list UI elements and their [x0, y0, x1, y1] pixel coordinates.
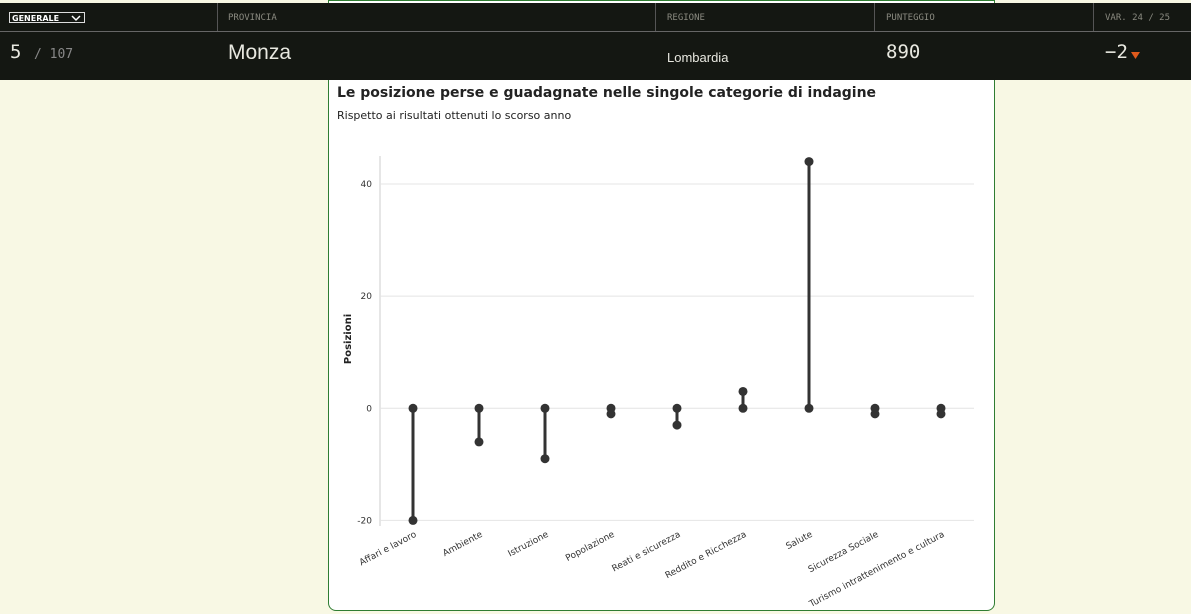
chevron[interactable]	[71, 14, 81, 22]
score: 890	[886, 41, 921, 63]
divider	[655, 3, 656, 31]
end-dot	[408, 515, 418, 525]
divider	[1093, 3, 1094, 31]
province: Monza	[228, 41, 292, 64]
rank: 5	[10, 41, 22, 63]
dropdown-value[interactable]: GENERALE	[12, 14, 60, 23]
column-label: PROVINCIA	[228, 13, 277, 23]
y-tick-label: 40	[361, 180, 373, 190]
end-dot	[870, 409, 880, 419]
column-label: VAR. 24 / 25	[1105, 13, 1171, 23]
divider	[217, 3, 218, 31]
start-dot	[804, 403, 814, 413]
down-arrow	[1131, 52, 1140, 59]
start-dot	[672, 403, 682, 413]
end-dot	[540, 454, 550, 464]
y-axis-label: Posizioni	[343, 314, 354, 364]
y-tick-label: -20	[357, 516, 372, 526]
end-dot	[672, 420, 682, 430]
end-dot	[804, 157, 814, 167]
x-tick-label: Salute	[785, 530, 815, 552]
x-tick-label: Istruzione	[507, 530, 551, 560]
chart-title: Le posizione perse e guadagnate nelle si…	[337, 85, 876, 101]
end-dot	[606, 409, 616, 419]
x-tick-label: Turismo intrattenimento e cultura	[807, 530, 946, 610]
divider	[0, 31, 1191, 32]
end-dot	[474, 437, 484, 447]
end-dot	[936, 409, 946, 419]
divider	[874, 3, 875, 31]
chart-subtitle: Rispetto ai risultati ottenuti lo scorso…	[337, 109, 571, 122]
chart: Le posizione perse e guadagnate nelle si…	[337, 85, 974, 610]
column-label: PUNTEGGIO	[886, 13, 935, 23]
region: Lombardia	[667, 50, 729, 65]
dropdown[interactable]: GENERALE	[9, 12, 85, 23]
x-tick-label: Popolazione	[564, 530, 617, 564]
start-dot	[738, 403, 748, 413]
column-label: REGIONE	[667, 13, 705, 23]
start-dot	[474, 403, 484, 413]
start-dot	[540, 403, 550, 413]
x-tick-label: Affari e lavoro	[358, 530, 419, 569]
end-dot	[738, 386, 748, 396]
y-tick-label: 0	[366, 404, 372, 414]
chart-card: Le posizione perse e guadagnate nelle si…	[328, 0, 995, 611]
rank-total: / 107	[34, 47, 74, 62]
variation: −2	[1105, 41, 1128, 63]
header: GENERALE PROVINCIA REGIONE PUNTEGGIO VAR…	[0, 3, 1191, 80]
start-dot	[408, 403, 418, 413]
y-tick-label: 20	[361, 292, 373, 302]
x-tick-label: Ambiente	[441, 530, 484, 559]
